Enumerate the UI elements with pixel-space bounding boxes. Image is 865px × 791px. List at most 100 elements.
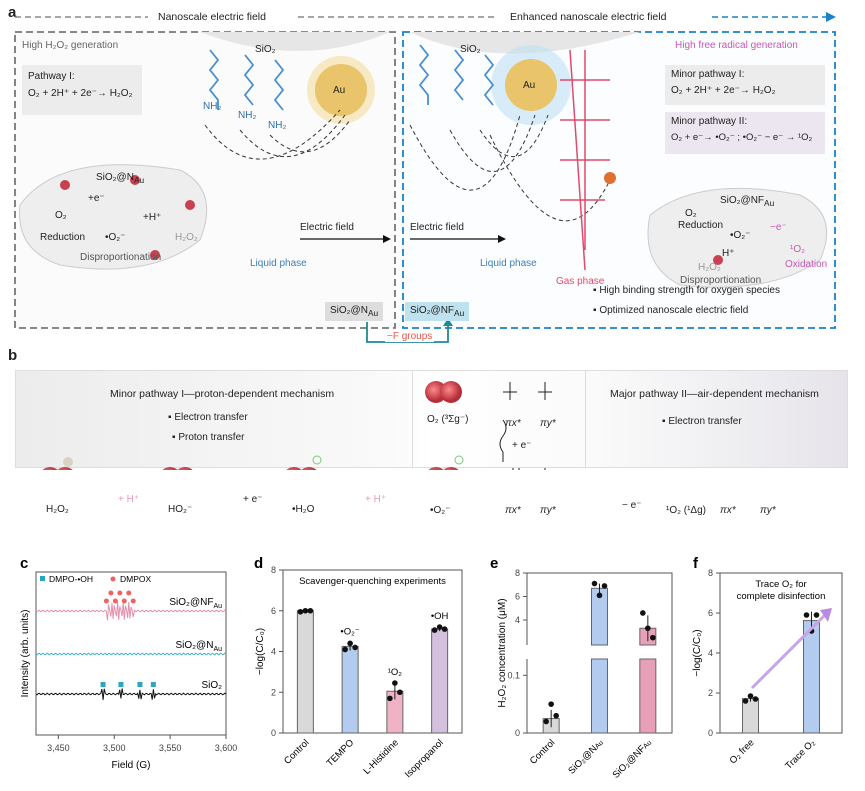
y-tick-label: 8 xyxy=(515,568,520,578)
bar xyxy=(803,620,820,734)
au-label-right: Au xyxy=(523,80,536,91)
orbital-label: πy* xyxy=(760,505,776,516)
nh2-label: NH₂ xyxy=(203,101,222,112)
category-label: Isopropanol xyxy=(403,737,446,780)
sio2-label: SiO₂ xyxy=(255,44,276,55)
dmpox-marker xyxy=(108,590,114,596)
dmpox-marker xyxy=(126,590,132,596)
species-label: HO₂⁻ xyxy=(168,504,193,515)
dmpox-marker xyxy=(103,598,109,604)
x-axis-label: Field (G) xyxy=(112,760,151,771)
x-tick-label: 3,600 xyxy=(215,743,238,753)
y-tick-label: 0 xyxy=(515,728,520,738)
data-point xyxy=(640,610,646,616)
data-point xyxy=(742,698,749,704)
orbital-label: πx* xyxy=(720,505,736,516)
data-point xyxy=(553,712,559,719)
x-tick-label: 3,450 xyxy=(47,743,70,753)
data-point xyxy=(813,612,820,618)
minor1-title: Minor pathway I: xyxy=(671,69,745,80)
species-label: O₂ (³Σg⁻) xyxy=(427,414,469,425)
dmpox-marker xyxy=(121,598,127,604)
electron-label: −e⁻ xyxy=(770,222,787,233)
legend-label: DMPO-•OH xyxy=(49,574,93,584)
species-label: H₂O₂ xyxy=(46,504,69,515)
category-label: L-Histidine xyxy=(361,737,401,777)
arrow-head-icon xyxy=(820,608,832,622)
bullet: Proton transfer xyxy=(178,432,245,443)
pathway-eq: O₂ + 2H⁺ + 2e⁻→ H₂O₂ xyxy=(28,88,133,99)
panel-a-label: a xyxy=(8,4,17,21)
data-point xyxy=(397,689,403,696)
bar-annotation: •O₂⁻ xyxy=(340,626,359,637)
left-mechanism-title: Minor pathway I—proton-dependent mechani… xyxy=(110,388,335,400)
dmpox-marker xyxy=(117,590,123,596)
sio2-label-right: SiO₂ xyxy=(460,44,481,55)
electric-field-label: Electric field xyxy=(300,222,354,233)
material-nfau-tag[interactable]: SiO₂@NFAu xyxy=(405,302,470,321)
disproportionation-label: Disproportionation xyxy=(680,275,762,286)
minor-pathway-i-box: Minor pathway I: O₂ + 2H⁺ + 2e⁻→ H₂O₂ xyxy=(665,65,825,105)
y-tick-label: 0 xyxy=(708,728,713,738)
panel-label: f xyxy=(693,555,699,572)
particle-sub: Au xyxy=(764,198,775,208)
y-tick-label: 6 xyxy=(708,608,713,618)
data-point xyxy=(392,680,398,686)
category-label: Control xyxy=(282,737,311,766)
proton-label: +H⁺ xyxy=(143,212,162,223)
bar xyxy=(341,645,359,734)
data-point xyxy=(591,580,598,587)
material-label: SiO₂@NF xyxy=(410,305,455,316)
dmpo-oh-marker xyxy=(150,682,156,687)
data-point xyxy=(436,624,443,630)
x-tick-label: 3,550 xyxy=(159,743,182,753)
data-point xyxy=(803,612,810,618)
bar-annotation: •OH xyxy=(431,611,449,622)
superoxide-label: •O₂⁻ xyxy=(105,232,126,243)
step-label: + H⁺ xyxy=(365,494,387,505)
minor2-title: Minor pathway II: xyxy=(671,116,748,127)
right-title: High free radical generation xyxy=(675,40,798,51)
step-label: + e⁻ xyxy=(243,494,263,505)
chart-title: Trace O₂ for xyxy=(755,579,806,590)
legend-marker xyxy=(110,576,116,582)
material-nau-tag[interactable]: SiO₂@NAu xyxy=(325,302,384,321)
o2-label: O₂ xyxy=(685,208,697,219)
y-tick-label: 2 xyxy=(271,687,276,697)
data-point xyxy=(342,646,348,653)
category-label: Trace O₂ xyxy=(783,737,818,772)
species-label: •H₂O xyxy=(292,504,315,515)
au-label: Au xyxy=(333,85,346,96)
data-point xyxy=(297,608,304,615)
orbital-label: πx* xyxy=(505,505,521,516)
bar xyxy=(431,628,449,734)
y-tick-label: 4 xyxy=(708,648,713,658)
bar xyxy=(591,658,608,734)
y-tick-label: 6 xyxy=(271,606,276,616)
orbital-label: πx* xyxy=(505,418,521,429)
material-sub: Au xyxy=(367,308,379,318)
panel-label: d xyxy=(254,555,263,572)
y-axis-label: H₂O₂ concentration (μM) xyxy=(497,598,508,707)
series-line xyxy=(35,601,227,621)
dmpo-oh-marker xyxy=(137,682,143,687)
data-point xyxy=(347,640,353,647)
y-tick-label: 8 xyxy=(708,568,713,578)
bar xyxy=(296,610,314,734)
data-point xyxy=(307,607,314,614)
data-point xyxy=(747,693,754,699)
dmpox-marker xyxy=(112,598,118,604)
y-tick-label: 0 xyxy=(271,728,276,738)
step-label: + H⁺ xyxy=(118,494,140,505)
series-label: SiO₂ xyxy=(201,680,222,691)
series-label: SiO₂@NFAu xyxy=(169,597,222,610)
left-title: High H₂O₂ generation xyxy=(22,40,119,51)
orbital-label: πy* xyxy=(540,418,556,429)
enhanced-field-label: Enhanced nanoscale electric field xyxy=(510,11,667,23)
bullet: Optimized nanoscale electric field xyxy=(599,305,749,316)
bullet: Electron transfer xyxy=(668,416,742,427)
minor1-eq: O₂ + 2H⁺ + 2e⁻→ H₂O₂ xyxy=(671,85,776,96)
legend-label: DMPOX xyxy=(120,574,152,584)
y-axis-label: −log(C/C₀) xyxy=(255,628,266,675)
electron-label: +e⁻ xyxy=(88,193,105,204)
